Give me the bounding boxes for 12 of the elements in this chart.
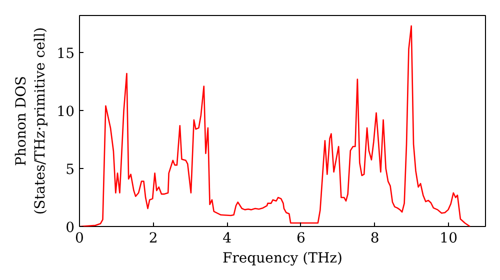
y-tick-label: 10 — [56, 104, 75, 120]
x-tick-label: 4 — [222, 230, 232, 246]
y-tick-label: 5 — [66, 162, 75, 178]
x-tick-label: 6 — [296, 230, 306, 246]
y-tick-label: 0 — [66, 220, 75, 236]
y-tick-label: 15 — [56, 46, 75, 62]
x-tick-label: 10 — [440, 230, 458, 246]
x-tick-label: 2 — [148, 230, 158, 246]
x-tick-label: 8 — [370, 230, 380, 246]
line-series — [80, 25, 471, 226]
y-axis-title: Phonon DOS (States/THz·primitive cell) — [13, 27, 49, 215]
x-axis-title: Frequency (THz) — [222, 250, 343, 266]
